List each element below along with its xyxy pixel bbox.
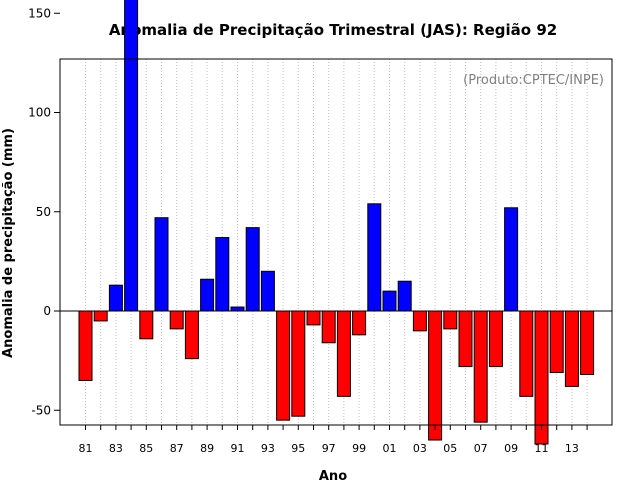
bar-1986: [154, 217, 169, 312]
x-axis: 81 83 85 87 89 91 93 95 97 99 01 03 05 07 09 11 13: [79, 425, 588, 455]
bar-2001: [382, 290, 397, 312]
x-tick-label: 99: [352, 442, 366, 455]
x-tick-label: 03: [413, 442, 427, 455]
x-tick-label: 91: [231, 442, 245, 455]
grid-lines: [85, 59, 588, 425]
y-tick-label: 150: [28, 6, 51, 20]
y-axis-label: Anomalia de precipitação (mm): [1, 128, 16, 358]
bar-1995: [291, 310, 306, 417]
bar-1994: [276, 310, 291, 421]
bar-2006: [458, 310, 473, 368]
bar-1997: [321, 310, 336, 344]
bar-2013: [564, 310, 579, 387]
bar-2007: [473, 310, 488, 423]
x-tick-label: 85: [139, 442, 153, 455]
plot-frame: [59, 58, 613, 426]
x-tick-label: 05: [443, 442, 457, 455]
bar-2005: [443, 310, 458, 330]
y-tick-label: -50: [31, 403, 51, 417]
source-annotation: (Produto:CPTEC/INPE): [463, 73, 604, 88]
x-tick-label: 93: [261, 442, 275, 455]
x-tick-label: 09: [504, 442, 518, 455]
x-tick-label: 83: [109, 442, 123, 455]
bar-1982: [93, 310, 108, 322]
bar-1989: [200, 278, 215, 312]
x-tick-label: 01: [383, 442, 397, 455]
bar-2010: [519, 310, 534, 397]
bar-1996: [306, 310, 321, 326]
bar-2000: [367, 203, 382, 312]
bars: [78, 0, 595, 445]
bar-1990: [215, 237, 230, 312]
x-tick-label: 87: [170, 442, 184, 455]
bar-2012: [549, 310, 564, 374]
bar-1993: [260, 270, 275, 312]
bar-2003: [412, 310, 427, 332]
bar-2008: [488, 310, 503, 368]
bar-1983: [108, 284, 123, 312]
bar-2014: [580, 310, 595, 376]
bar-2004: [428, 310, 443, 441]
bar-2009: [504, 207, 519, 312]
bar-1992: [245, 227, 260, 312]
x-tick-label: 13: [565, 442, 579, 455]
chart-title: Anomalia de Precipitação Trimestral (JAS…: [109, 21, 557, 39]
bar-1985: [139, 310, 154, 340]
y-tick-label: 0: [43, 304, 51, 318]
x-tick-label: 89: [200, 442, 214, 455]
bar-1998: [336, 310, 351, 397]
x-tick-label: 11: [535, 442, 549, 455]
bar-1988: [184, 310, 199, 360]
x-tick-label: 81: [79, 442, 93, 455]
x-axis-label: Ano: [319, 469, 347, 484]
bar-2011: [534, 310, 549, 445]
bar-1984: [124, 0, 139, 312]
bar-1987: [169, 310, 184, 330]
x-tick-label: 97: [322, 442, 336, 455]
bar-1981: [78, 310, 93, 381]
bar-2002: [397, 280, 412, 312]
bar-1991: [230, 306, 245, 312]
y-tick-label: 100: [28, 106, 51, 120]
x-tick-label: 07: [474, 442, 488, 455]
bar-1999: [352, 310, 367, 336]
y-axis: -100-50050100150200250: [28, 6, 60, 417]
y-tick-label: 50: [36, 205, 51, 219]
x-tick-label: 95: [291, 442, 305, 455]
